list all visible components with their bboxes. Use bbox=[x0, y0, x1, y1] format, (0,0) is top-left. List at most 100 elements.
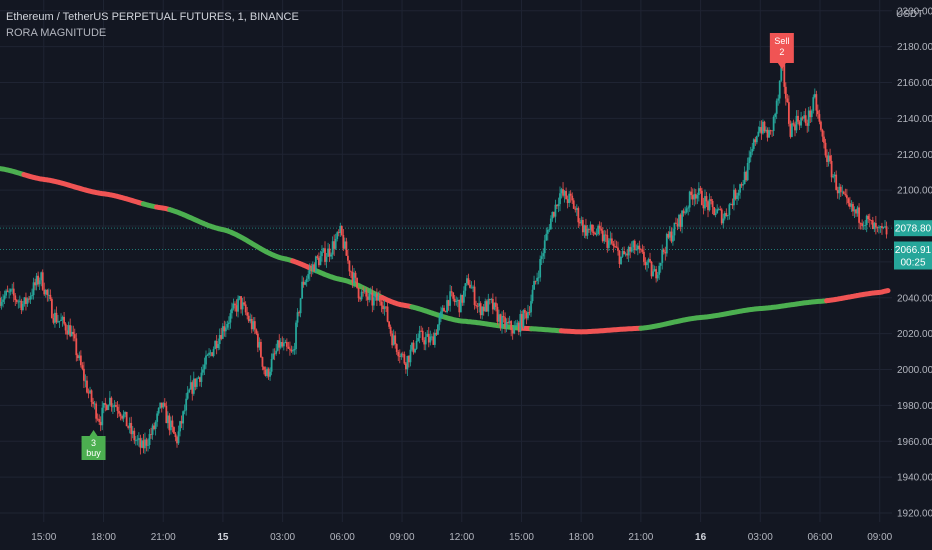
candle-body bbox=[720, 209, 723, 224]
candle-body bbox=[736, 195, 738, 199]
candle-body bbox=[250, 319, 253, 330]
candle-body bbox=[835, 174, 838, 190]
candle-body bbox=[705, 196, 708, 202]
indicator-name[interactable]: RORA MAGNITUDE bbox=[6, 27, 107, 39]
candle-body bbox=[537, 277, 540, 279]
candle-body bbox=[859, 222, 862, 224]
candle-body bbox=[52, 318, 55, 323]
candle-body bbox=[186, 392, 189, 399]
candle-body bbox=[520, 314, 523, 328]
candle-body bbox=[578, 222, 581, 224]
moving-average-line bbox=[0, 166, 891, 335]
candle-body bbox=[841, 191, 844, 193]
candle-body bbox=[525, 312, 528, 319]
candle-body bbox=[797, 115, 799, 122]
candle-body bbox=[650, 261, 653, 277]
candle-body bbox=[395, 344, 398, 352]
candle-body bbox=[519, 314, 522, 332]
candle-body bbox=[38, 280, 41, 285]
candle-body bbox=[569, 193, 572, 196]
candle-body bbox=[731, 203, 734, 206]
candle-body bbox=[174, 433, 177, 438]
candle-body bbox=[359, 298, 362, 300]
candle-body bbox=[510, 321, 513, 331]
candle-body bbox=[46, 289, 49, 296]
candle-body bbox=[182, 411, 185, 424]
time-axis[interactable]: 15:00 18:00 21:00 15 03:00 06:00 09:00 12:00 15:… bbox=[31, 532, 892, 543]
candle-body bbox=[803, 115, 806, 119]
ma-segment bbox=[638, 298, 830, 331]
candle-body bbox=[340, 225, 343, 235]
candle-body bbox=[649, 259, 651, 262]
candle-body bbox=[809, 110, 812, 118]
candle-body bbox=[266, 368, 268, 376]
candle-body bbox=[412, 342, 415, 353]
candle-body bbox=[334, 238, 337, 249]
candle-body bbox=[554, 204, 557, 217]
candle-body bbox=[339, 225, 342, 233]
candle-body bbox=[261, 357, 264, 367]
candle-body bbox=[643, 251, 645, 262]
candle-body bbox=[450, 291, 453, 293]
candle-body bbox=[832, 176, 835, 178]
candle-body bbox=[177, 431, 180, 444]
candle-body bbox=[397, 351, 400, 357]
candle-body bbox=[524, 309, 526, 313]
time-tick-label: 03:00 bbox=[748, 532, 773, 543]
candle-body bbox=[739, 184, 741, 193]
candle-body bbox=[493, 302, 496, 310]
candle-body bbox=[804, 115, 807, 124]
candle-body bbox=[388, 321, 391, 327]
candle-body bbox=[559, 193, 561, 205]
candle-body bbox=[774, 113, 777, 117]
candle-body bbox=[302, 281, 305, 285]
candle-body bbox=[279, 341, 282, 348]
candle-body bbox=[444, 311, 447, 313]
candle-body bbox=[145, 439, 148, 446]
price-tag-bg bbox=[894, 241, 932, 270]
candle-body bbox=[90, 390, 93, 402]
sell-label-bg bbox=[769, 33, 794, 69]
price-tag-bg bbox=[894, 220, 932, 237]
candle-body bbox=[694, 194, 697, 199]
ma-segment bbox=[379, 295, 415, 310]
candle-body bbox=[414, 348, 416, 353]
candle-body bbox=[485, 301, 488, 312]
candle-body bbox=[847, 198, 850, 204]
candle-body bbox=[119, 413, 122, 417]
candle-body bbox=[868, 219, 871, 221]
candle-body bbox=[766, 129, 769, 138]
candle-body bbox=[284, 342, 287, 344]
candle-body bbox=[153, 425, 156, 429]
candle-body bbox=[701, 190, 703, 205]
candle-body bbox=[681, 210, 683, 227]
symbol-title[interactable]: Ethereum / TetherUS PERPETUAL FUTURES, 1… bbox=[6, 11, 299, 23]
candle-body bbox=[324, 248, 326, 262]
price-tags: 2078.80 2066.91 00:25 bbox=[894, 220, 932, 270]
candle-body bbox=[310, 269, 313, 271]
candle-body bbox=[84, 380, 87, 382]
candle-body bbox=[838, 186, 841, 194]
price-tick-label: 2020.00 bbox=[897, 329, 932, 340]
candle-body bbox=[128, 422, 131, 428]
candle-body bbox=[603, 234, 606, 242]
candle-body bbox=[50, 299, 53, 319]
candle-body bbox=[185, 398, 188, 411]
candle-body bbox=[79, 355, 82, 366]
price-tag-value: 2078.80 bbox=[895, 224, 932, 235]
candle-body bbox=[861, 223, 864, 227]
candle-body bbox=[299, 298, 302, 314]
candle-body bbox=[290, 349, 293, 352]
candle-body bbox=[173, 427, 175, 434]
candle-body bbox=[488, 299, 491, 301]
candle-body bbox=[438, 316, 441, 325]
price-tick-label: 1940.00 bbox=[897, 473, 932, 484]
time-tick-label: 03:00 bbox=[270, 532, 295, 543]
candle-body bbox=[113, 405, 116, 407]
candle-body bbox=[386, 306, 389, 322]
candle-body bbox=[787, 102, 790, 124]
